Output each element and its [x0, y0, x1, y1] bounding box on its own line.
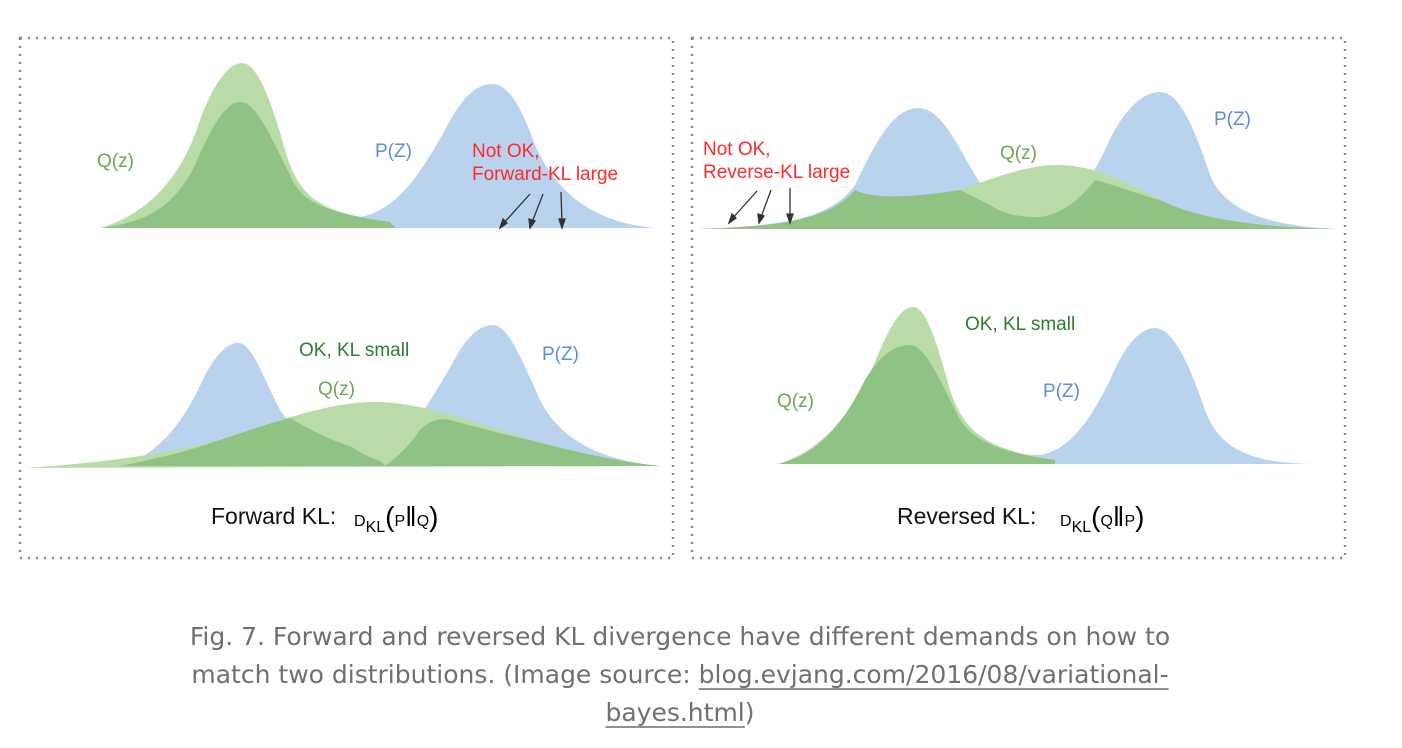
forward-bottom-ok-label: OK, KL small: [299, 340, 409, 361]
reverse-top-plot: Not OK, Reverse-KL large Q(z) P(Z): [700, 92, 1336, 229]
figure-caption: Fig. 7. Forward and reversed KL divergen…: [150, 618, 1210, 732]
reverse-kl-formula: DKL(Q‖P): [1060, 501, 1145, 536]
reverse-kl-caption-text: Reversed KL:: [897, 503, 1036, 529]
reverse-bottom-q-label: Q(z): [777, 391, 814, 412]
reverse-kl-panel: [690, 36, 1347, 560]
forward-kl-caption-text: Forward KL:: [211, 503, 336, 529]
forward-top-plot: Q(z) P(Z) Not OK, Forward-KL large: [97, 63, 655, 231]
reverse-bottom-plot: OK, KL small Q(z) P(Z): [777, 307, 1310, 464]
forward-top-p-label: P(Z): [375, 141, 412, 162]
forward-kl-panel: [18, 36, 675, 560]
reverse-top-warning-line2: Reverse-KL large: [703, 162, 850, 183]
forward-top-warning-line2: Forward-KL large: [472, 164, 618, 185]
caption-text: Fig. 7. Forward and reversed KL divergen…: [189, 622, 1171, 689]
reverse-top-p-label: P(Z): [1214, 109, 1251, 130]
reverse-kl-caption: Reversed KL: DKL(Q‖P): [897, 501, 1145, 536]
reverse-bottom-ok-label: OK, KL small: [965, 314, 1075, 335]
forward-bottom-p-label: P(Z): [542, 344, 579, 365]
caption-suffix: ): [744, 698, 755, 727]
kl-divergence-figure: Q(z) P(Z) Not OK, Forward-KL large OK, K…: [18, 36, 1347, 560]
reverse-top-arrows: [727, 188, 794, 226]
forward-kl-caption: Forward KL: DKL(P‖Q): [211, 501, 439, 536]
forward-top-warning-line1: Not OK,: [472, 141, 540, 162]
forward-top-overlap: [100, 102, 396, 228]
forward-top-q-label: Q(z): [97, 151, 134, 172]
forward-top-arrows: [498, 191, 566, 231]
reverse-top-q-label: Q(z): [1000, 143, 1037, 164]
forward-kl-formula: DKL(P‖Q): [354, 501, 439, 536]
reverse-top-warning-line1: Not OK,: [703, 139, 771, 160]
caption-source-link[interactable]: blog.evjang.com/2016/08/variational-baye…: [605, 660, 1169, 727]
forward-bottom-overlap-right: [385, 419, 660, 466]
reverse-bottom-p-label: P(Z): [1043, 381, 1080, 402]
reverse-bottom-overlap: [778, 345, 1055, 464]
forward-bottom-plot: OK, KL small Q(z) P(Z): [25, 325, 660, 468]
forward-bottom-q-label: Q(z): [318, 379, 355, 400]
reverse-top-overlap: [700, 180, 1336, 229]
forward-bottom-overlap-left: [120, 418, 385, 466]
